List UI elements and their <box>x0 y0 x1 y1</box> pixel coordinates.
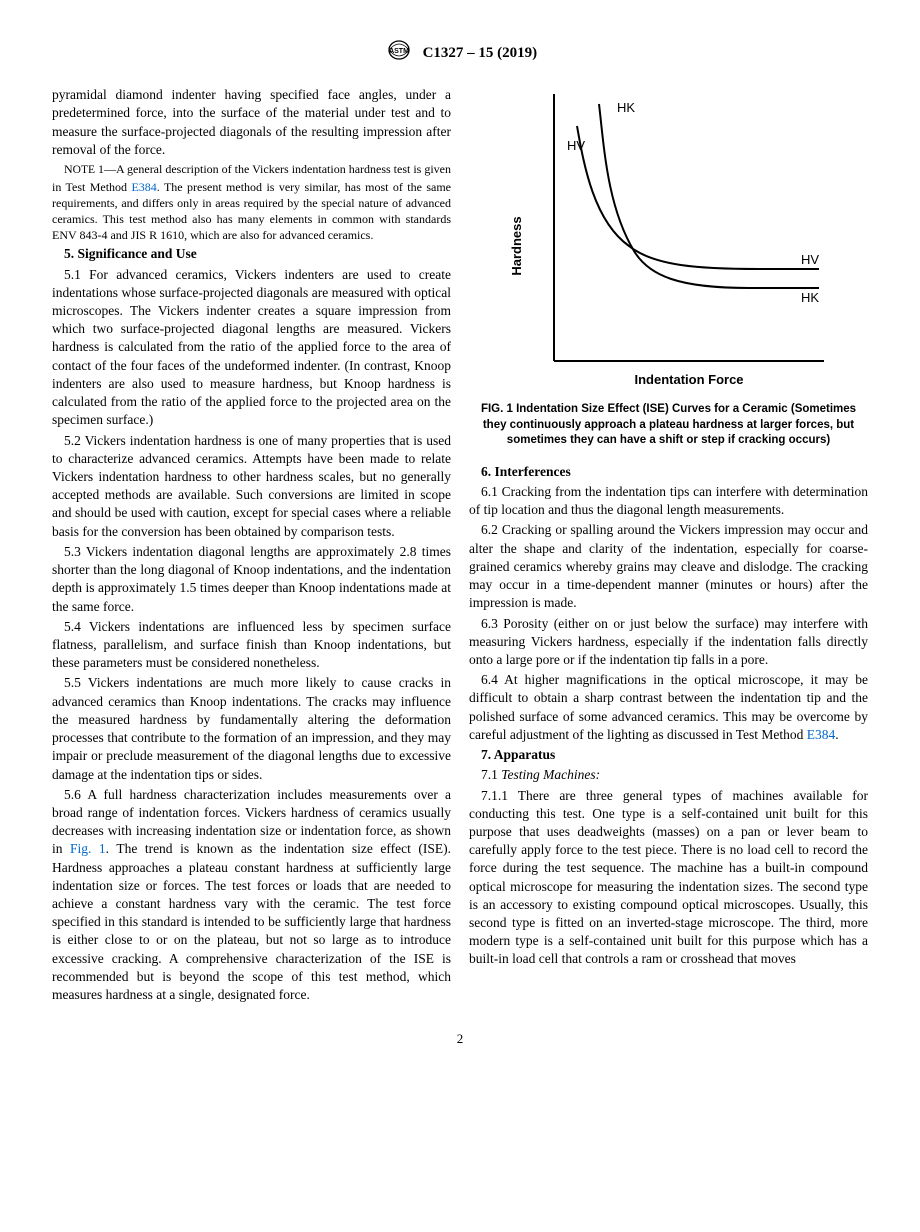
y-axis-label: Hardness <box>509 217 524 276</box>
para-6-2: 6.2 Cracking or spalling around the Vick… <box>469 521 868 612</box>
section-6-heading: 6. Interferences <box>469 463 868 481</box>
ref-fig1: Fig. 1 <box>70 841 106 856</box>
standard-number: C1327 – 15 (2019) <box>423 43 538 63</box>
content-columns: pyramidal diamond indenter having specif… <box>52 86 868 1006</box>
page-number: 2 <box>52 1030 868 1048</box>
label-hv-right: HV <box>801 252 819 267</box>
note-label-n: N <box>64 162 73 176</box>
para-5-2: 5.2 Vickers indentation hardness is one … <box>52 432 451 541</box>
intro-paragraph: pyramidal diamond indenter having specif… <box>52 86 451 159</box>
para-7-1-1: 7.1.1 There are three general types of m… <box>469 787 868 969</box>
note-label-ote: OTE <box>73 164 95 176</box>
label-hv-top: HV <box>567 138 585 153</box>
para-5-1: 5.1 For advanced ceramics, Vickers inden… <box>52 266 451 430</box>
para-6-4-b: . <box>835 727 838 742</box>
label-hk-top: HK <box>617 100 635 115</box>
svg-text:ASTM: ASTM <box>389 48 409 55</box>
para-6-3: 6.3 Porosity (either on or just below th… <box>469 615 868 670</box>
para-7-1-num: 7.1 <box>481 767 501 782</box>
para-5-6-b: . The trend is known as the indentation … <box>52 841 451 1002</box>
section-7-heading: 7. Apparatus <box>469 746 868 764</box>
page-header: ASTM C1327 – 15 (2019) <box>52 40 868 66</box>
para-7-1-title: Testing Machines: <box>501 767 600 782</box>
para-5-4: 5.4 Vickers indentations are influenced … <box>52 618 451 673</box>
astm-logo: ASTM <box>383 40 415 66</box>
figure-1-caption: FIG. 1 Indentation Size Effect (ISE) Cur… <box>469 402 868 449</box>
ref-e384-1: E384 <box>131 180 156 194</box>
section-5-heading: 5. Significance and Use <box>52 245 451 263</box>
para-5-3: 5.3 Vickers indentation diagonal lengths… <box>52 543 451 616</box>
para-7-1: 7.1 Testing Machines: <box>469 766 868 784</box>
para-6-1: 6.1 Cracking from the indentation tips c… <box>469 483 868 519</box>
x-axis-label: Indentation Force <box>634 372 743 387</box>
para-6-4: 6.4 At higher magnifications in the opti… <box>469 671 868 744</box>
para-5-5: 5.5 Vickers indentations are much more l… <box>52 674 451 783</box>
label-hk-right: HK <box>801 290 819 305</box>
para-5-6: 5.6 A full hardness characterization inc… <box>52 786 451 1005</box>
ise-chart: HK HV HV HK Hardness Indentation Force <box>499 86 839 396</box>
ref-e384-2: E384 <box>807 727 836 742</box>
note-1: NOTE 1—A general description of the Vick… <box>52 161 451 243</box>
figure-1: HK HV HV HK Hardness Indentation Force F… <box>469 86 868 449</box>
